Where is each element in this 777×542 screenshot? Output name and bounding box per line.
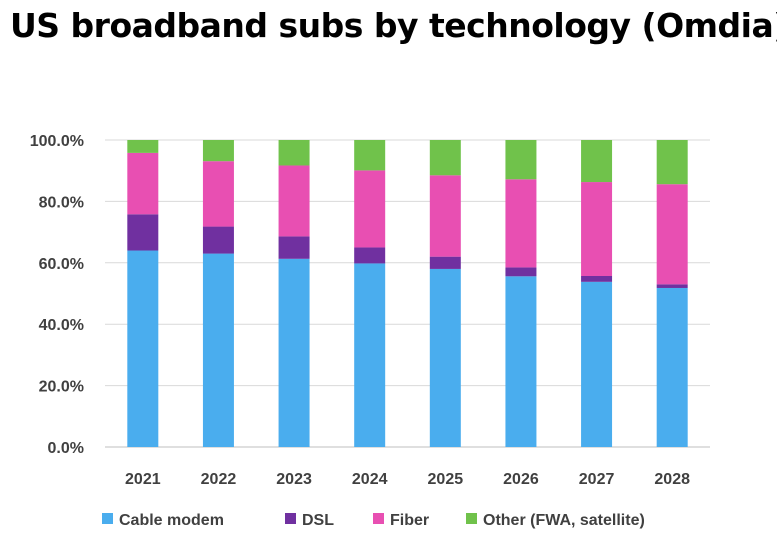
x-tick-label: 2022 <box>201 471 237 488</box>
legend-swatch <box>285 513 296 524</box>
bar-segment-fiber-2024 <box>354 170 386 248</box>
bar-segment-other-fwa-satellite-2021 <box>127 140 159 153</box>
bar-segment-cable-modem-2026 <box>505 276 537 447</box>
bars <box>127 140 688 447</box>
y-tick-label: 60.0% <box>39 256 84 273</box>
bar-segment-other-fwa-satellite-2026 <box>505 140 537 180</box>
bar-segment-fiber-2023 <box>278 165 310 237</box>
bar-segment-other-fwa-satellite-2027 <box>581 140 613 183</box>
bar-segment-fiber-2026 <box>505 179 537 268</box>
legend-label: DSL <box>302 512 334 529</box>
y-tick-label: 20.0% <box>39 379 84 396</box>
bar-segment-dsl-2021 <box>127 214 159 251</box>
chart-title: US broadband subs by technology (Omdia) <box>10 6 777 45</box>
y-tick-label: 40.0% <box>39 317 84 334</box>
gridlines <box>105 139 710 448</box>
legend: Cable modem DSL Fiber Other (FWA, satellite… <box>102 512 645 529</box>
y-tick-label: 0.0% <box>48 440 84 457</box>
legend-swatch <box>102 513 113 524</box>
x-tick-label: 2021 <box>125 471 161 488</box>
bar-segment-other-fwa-satellite-2022 <box>202 140 234 162</box>
bar-segment-cable-modem-2023 <box>278 258 310 447</box>
x-tick-label: 2027 <box>579 471 615 488</box>
bar-segment-cable-modem-2027 <box>581 281 613 447</box>
bar-segment-cable-modem-2025 <box>429 268 461 447</box>
legend-label: Other (FWA, satellite) <box>483 512 645 529</box>
x-tick-label: 2024 <box>352 471 388 488</box>
x-tick-label: 2026 <box>503 471 539 488</box>
bar-segment-fiber-2027 <box>581 182 613 277</box>
x-tick-label: 2028 <box>654 471 690 488</box>
bar-segment-cable-modem-2021 <box>127 250 159 447</box>
bar-segment-fiber-2025 <box>429 175 461 257</box>
bar-segment-other-fwa-satellite-2025 <box>429 140 461 176</box>
bar-segment-cable-modem-2028 <box>656 287 688 447</box>
bar-segment-cable-modem-2024 <box>354 263 386 447</box>
legend-label: Fiber <box>390 512 429 529</box>
bar-segment-fiber-2021 <box>127 152 159 215</box>
bar-segment-fiber-2022 <box>202 161 234 227</box>
y-tick-label: 100.0% <box>30 133 84 150</box>
bar-segment-other-fwa-satellite-2023 <box>278 140 310 166</box>
x-axis-tick-labels: 2021 2022 2023 2024 2025 2026 2027 2028 <box>125 471 690 488</box>
bar-segment-other-fwa-satellite-2024 <box>354 140 386 171</box>
bar-segment-dsl-2028 <box>656 284 688 288</box>
legend-swatch <box>373 513 384 524</box>
y-axis-tick-labels: 0.0% 20.0% 40.0% 60.0% 80.0% 100.0% <box>30 133 84 457</box>
bar-segment-dsl-2023 <box>278 236 310 259</box>
bar-segment-dsl-2027 <box>581 276 613 282</box>
bar-segment-dsl-2022 <box>202 226 234 254</box>
legend-label: Cable modem <box>119 512 224 529</box>
bar-segment-dsl-2026 <box>505 267 537 277</box>
y-tick-label: 80.0% <box>39 194 84 211</box>
x-tick-label: 2023 <box>276 471 312 488</box>
bar-segment-cable-modem-2022 <box>202 253 234 447</box>
bar-segment-fiber-2028 <box>656 184 688 285</box>
bar-segment-dsl-2025 <box>429 256 461 269</box>
bar-segment-dsl-2024 <box>354 247 386 264</box>
legend-swatch <box>466 513 477 524</box>
bar-segment-other-fwa-satellite-2028 <box>656 140 688 185</box>
x-tick-label: 2025 <box>428 471 464 488</box>
